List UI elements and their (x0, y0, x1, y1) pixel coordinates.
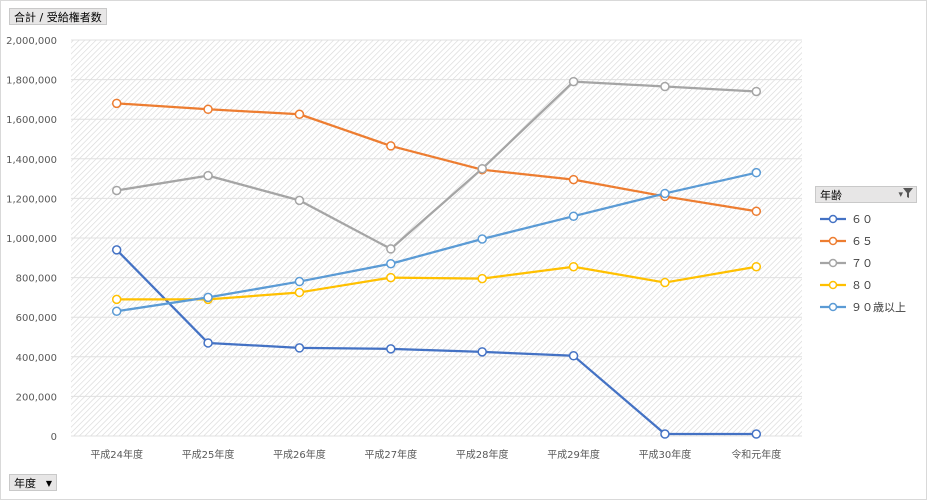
data-point[interactable] (386, 244, 396, 254)
x-tick-label: 平成26年度 (273, 448, 326, 461)
y-axis-ticks: 2,000,000 1,800,000 1,600,000 1,400,000 1,20… (6, 36, 57, 443)
legend-label: ６０ (851, 213, 873, 226)
y-tick-label: 1,600,000 (6, 115, 57, 126)
data-point[interactable] (386, 272, 396, 283)
data-point[interactable] (294, 343, 305, 353)
data-point[interactable] (660, 188, 670, 199)
legend-item[interactable]: ８０ (815, 275, 917, 296)
y-tick-label: 2,000,000 (6, 36, 57, 47)
y-tick-label: 200,000 (16, 392, 57, 403)
x-tick-label: 平成25年度 (182, 448, 235, 461)
data-point[interactable] (111, 185, 122, 196)
data-point[interactable] (294, 109, 305, 119)
legend-marker-icon (820, 302, 846, 312)
x-tick-label: 平成30年度 (639, 448, 692, 461)
series-line (116, 171, 757, 313)
data-point[interactable] (294, 195, 305, 206)
data-point[interactable] (477, 347, 487, 357)
chevron-down-icon[interactable]: ▼ (45, 479, 52, 488)
legend-title: 年齢 (820, 189, 842, 202)
data-point[interactable] (568, 351, 579, 361)
series-90 (111, 167, 762, 317)
y-tick-label: 600,000 (16, 313, 57, 324)
x-tick-label: 平成24年度 (90, 448, 143, 461)
data-point[interactable] (477, 273, 487, 284)
legend-label: ９０歳以上 (851, 301, 906, 314)
data-point[interactable] (660, 81, 670, 92)
series-line (116, 265, 757, 301)
filter-icon[interactable]: ▾ (898, 187, 913, 204)
x-tick-label: 令和元年度 (731, 448, 781, 461)
data-point[interactable] (203, 292, 213, 303)
legend-header[interactable]: 年齢 ▾ (815, 186, 917, 203)
data-point[interactable] (660, 277, 670, 288)
y-tick-label: 800,000 (16, 274, 57, 285)
legend-item[interactable]: ６０ (815, 209, 917, 230)
data-point[interactable] (294, 287, 305, 298)
series-group (111, 76, 762, 439)
data-point[interactable] (111, 294, 122, 305)
legend-item[interactable]: ７０ (815, 253, 917, 274)
data-point[interactable] (568, 261, 579, 272)
data-point[interactable] (751, 429, 762, 439)
legend-marker-icon (820, 214, 846, 224)
data-point[interactable] (751, 261, 762, 272)
value-field-button[interactable]: 合計 / 受給権者数 (9, 8, 107, 25)
x-tick-label: 平成27年度 (364, 448, 417, 461)
data-point[interactable] (751, 206, 762, 217)
data-point[interactable] (386, 344, 396, 354)
x-tick-label: 平成29年度 (547, 448, 600, 461)
data-point[interactable] (111, 245, 122, 255)
legend-marker-icon (820, 280, 846, 290)
y-tick-label: 1,800,000 (6, 76, 57, 87)
legend-marker-icon (820, 258, 846, 268)
data-point[interactable] (386, 258, 396, 269)
data-point[interactable] (751, 167, 762, 178)
y-tick-label: 1,000,000 (6, 234, 57, 245)
series-line (116, 80, 757, 251)
data-point[interactable] (203, 104, 213, 115)
series-60 (111, 245, 762, 439)
y-tick-label: 1,400,000 (6, 155, 57, 166)
series-80 (111, 261, 762, 305)
legend-item[interactable]: ９０歳以上 (815, 297, 917, 318)
legend-label: ８０ (851, 279, 873, 292)
axis-field-button[interactable]: 年度 ▼ (9, 474, 57, 491)
data-point[interactable] (386, 141, 396, 151)
legend-label: ６５ (851, 235, 873, 248)
data-point[interactable] (203, 338, 213, 348)
data-point[interactable] (751, 86, 762, 97)
legend: 年齢 ▾ ６０ ６５ ７０ ８０ ９０歳以上 (815, 186, 917, 318)
data-point[interactable] (660, 429, 670, 439)
series-line (116, 102, 757, 213)
data-point[interactable] (294, 276, 305, 287)
data-point[interactable] (568, 211, 579, 221)
data-point[interactable] (568, 174, 579, 185)
x-tick-label: 平成28年度 (456, 448, 509, 461)
y-tick-label: 1,200,000 (6, 194, 57, 205)
data-point[interactable] (203, 170, 213, 181)
data-point[interactable] (568, 76, 579, 87)
legend-item[interactable]: ６５ (815, 231, 917, 252)
series-line (115, 249, 757, 436)
y-tick-label: 400,000 (16, 353, 57, 364)
series-70 (111, 76, 762, 254)
axis-field-label: 年度 (14, 477, 36, 490)
data-point[interactable] (477, 234, 487, 244)
legend-items: ６０ ６５ ７０ ８０ ９０歳以上 (815, 209, 917, 318)
y-tick-label: 0 (51, 432, 57, 443)
data-point[interactable] (111, 306, 122, 317)
legend-marker-icon (820, 236, 846, 246)
legend-label: ７０ (851, 257, 873, 270)
data-point[interactable] (477, 163, 487, 174)
data-point[interactable] (111, 98, 122, 109)
x-axis-ticks: 平成24年度 平成25年度 平成26年度 平成27年度 平成28年度 平成29年度 平成30… (90, 448, 781, 461)
